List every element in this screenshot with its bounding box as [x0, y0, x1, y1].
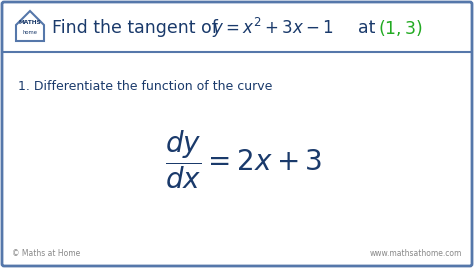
Polygon shape — [16, 11, 44, 41]
Text: MATHS: MATHS — [18, 20, 41, 24]
FancyBboxPatch shape — [2, 2, 472, 266]
Text: Find the tangent of: Find the tangent of — [52, 19, 218, 37]
Text: at: at — [358, 19, 375, 37]
Text: $y = x^2 + 3x - 1$: $y = x^2 + 3x - 1$ — [212, 16, 334, 40]
Text: $(1, 3)$: $(1, 3)$ — [378, 18, 423, 38]
Text: $\dfrac{dy}{dx} = 2x + 3$: $\dfrac{dy}{dx} = 2x + 3$ — [165, 129, 322, 191]
Text: home: home — [22, 29, 37, 35]
Text: © Maths at Home: © Maths at Home — [12, 249, 80, 258]
Text: 1. Differentiate the function of the curve: 1. Differentiate the function of the cur… — [18, 80, 273, 93]
Text: www.mathsathome.com: www.mathsathome.com — [370, 249, 462, 258]
